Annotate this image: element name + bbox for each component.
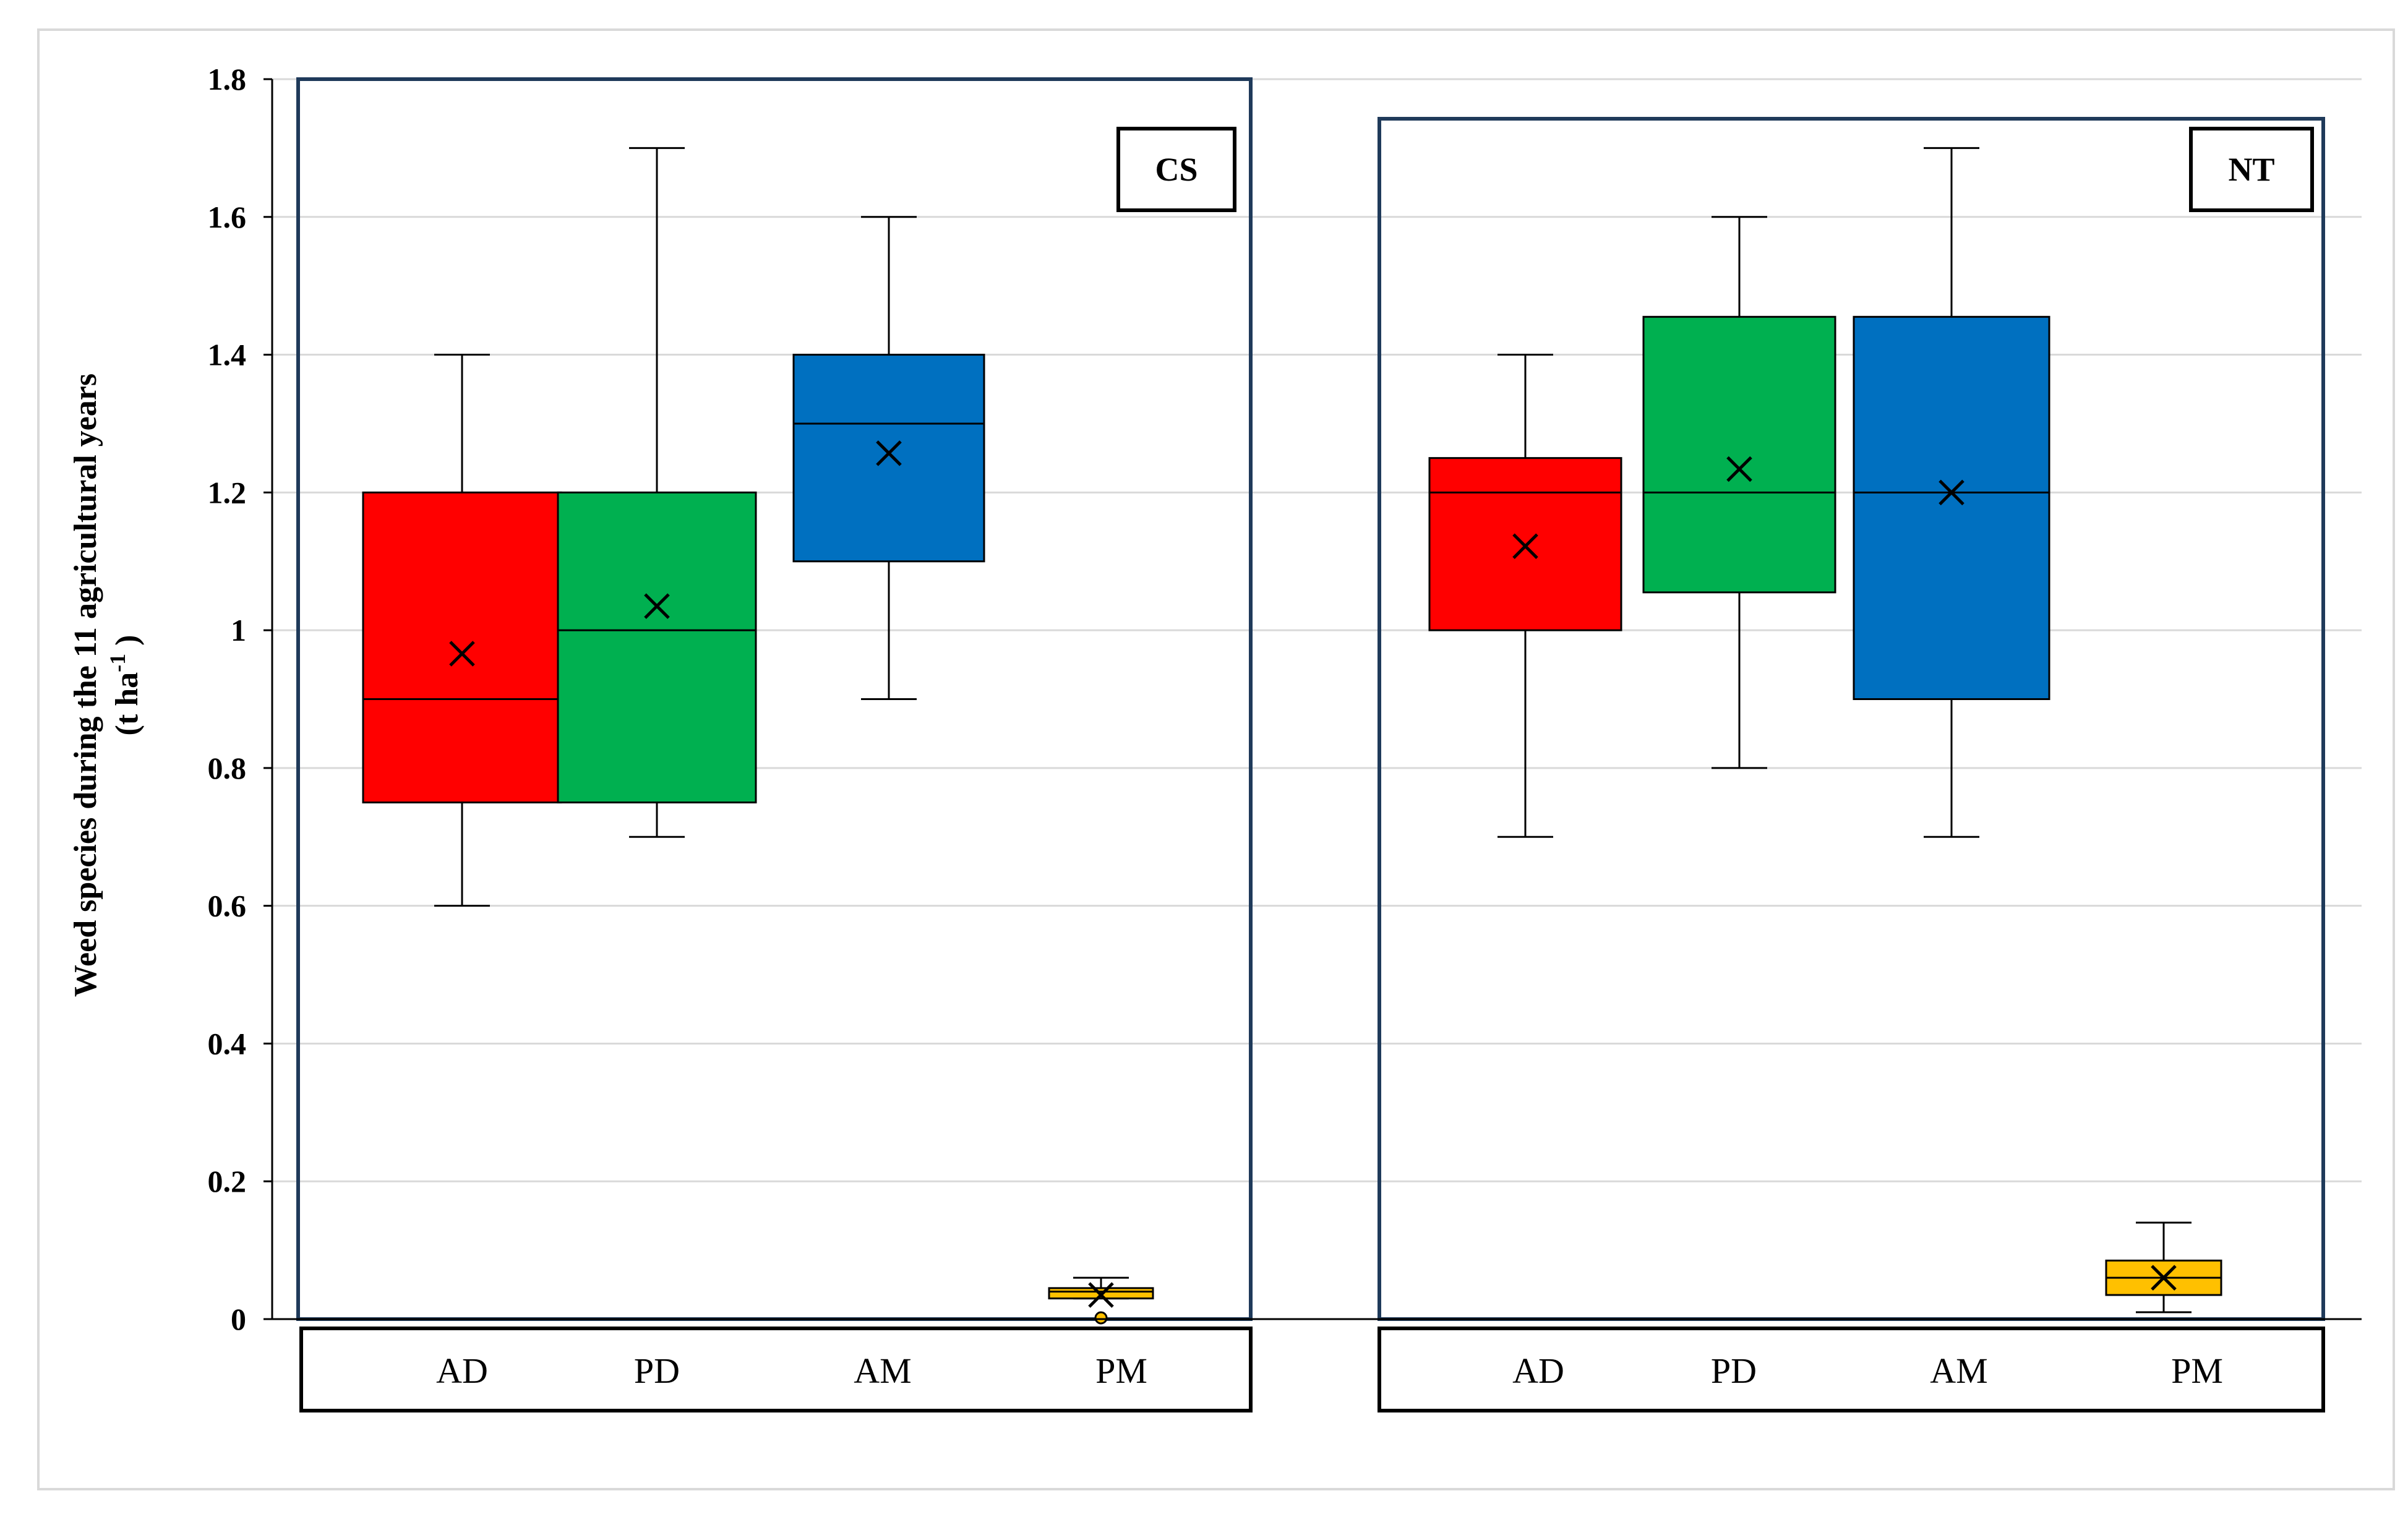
category-label: PM (1095, 1351, 1147, 1391)
box-cs-pd (557, 147, 757, 838)
outlier-point (1094, 1311, 1108, 1325)
y-tick-label: 1.6 (208, 200, 247, 234)
mean-x-stroke (449, 641, 475, 667)
mean-x-stroke (1939, 479, 1965, 506)
category-label: PM (2171, 1351, 2223, 1391)
panel-tag-box (2189, 127, 2314, 212)
box-nt-am (1853, 147, 2050, 838)
mean-x-stroke (1512, 533, 1538, 559)
box-iqr (1853, 315, 2050, 700)
y-tick-label: 0.2 (208, 1164, 247, 1199)
category-label-box (299, 1327, 1253, 1412)
mean-marker (449, 641, 475, 667)
panel-tag-label: CS (1155, 151, 1198, 188)
y-tick-label: 0.6 (208, 889, 247, 923)
box-iqr (1642, 315, 1836, 594)
y-tick-labels: 0 0.2 0.4 0.6 0.8 1 1.2 1.4 1.6 1.8 (208, 62, 247, 1336)
box-iqr (557, 491, 757, 804)
category-axis-cs: AD PD AM PM (299, 1327, 1253, 1412)
mean-marker (2151, 1265, 2177, 1291)
mean-marker (876, 440, 902, 466)
y-tick-label: 1.4 (208, 338, 247, 372)
y-tick-label: 1 (231, 613, 246, 647)
y-axis-title: Weed species during the 11 agricultural … (68, 374, 145, 997)
panel-tag-cs: CS (1116, 127, 1236, 212)
box-nt-pm (2105, 1221, 2222, 1314)
category-label: AM (854, 1351, 911, 1391)
axes (264, 78, 2362, 1320)
panel-tag-label: NT (2228, 151, 2274, 188)
box-iqr (362, 491, 562, 804)
category-label: AD (1512, 1351, 1564, 1391)
y-axis-label-line1: Weed species during the 11 agricultural … (68, 374, 103, 997)
y-tick-label: 0 (231, 1302, 246, 1336)
category-label: PD (1711, 1351, 1757, 1391)
category-label: PD (634, 1351, 680, 1391)
category-label: AM (1930, 1351, 1987, 1391)
y-tick-label: 1.2 (208, 475, 247, 510)
panel-tag-nt: NT (2189, 127, 2314, 212)
category-label-box (1378, 1327, 2325, 1412)
y-tick-label: 0.4 (208, 1026, 247, 1061)
y-tick-label: 0.8 (208, 751, 247, 785)
mean-x-stroke (1088, 1282, 1114, 1308)
y-tick-label: 1.8 (208, 62, 247, 96)
mean-marker (1939, 479, 1965, 506)
panel-nt: NT AD PD AM PM (1378, 117, 2325, 1412)
box-cs-am (792, 216, 985, 700)
mean-x-stroke (876, 440, 902, 466)
box-nt-pd (1642, 216, 1836, 769)
mean-marker (1512, 533, 1538, 559)
mean-marker (1726, 456, 1752, 482)
box-nt-ad (1428, 354, 1622, 838)
mean-marker (1088, 1282, 1114, 1308)
mean-x-stroke (644, 593, 670, 619)
panel-cs: CS AD PD AM PM (296, 77, 1253, 1412)
y-axis-label-line2: (t ha-1 ) (105, 635, 145, 736)
panels: CS AD PD AM PM NT AD PD AM PM (296, 77, 2325, 1412)
panel-tag-box (1116, 127, 1236, 212)
mean-marker (644, 593, 670, 619)
box-iqr (792, 354, 985, 563)
box-cs-pm (1048, 1276, 1154, 1325)
category-label: AD (436, 1351, 488, 1391)
category-axis-nt: AD PD AM PM (1378, 1327, 2325, 1412)
mean-x-stroke (1726, 456, 1752, 482)
box-cs-ad (362, 354, 562, 907)
mean-x-stroke (2151, 1265, 2177, 1291)
